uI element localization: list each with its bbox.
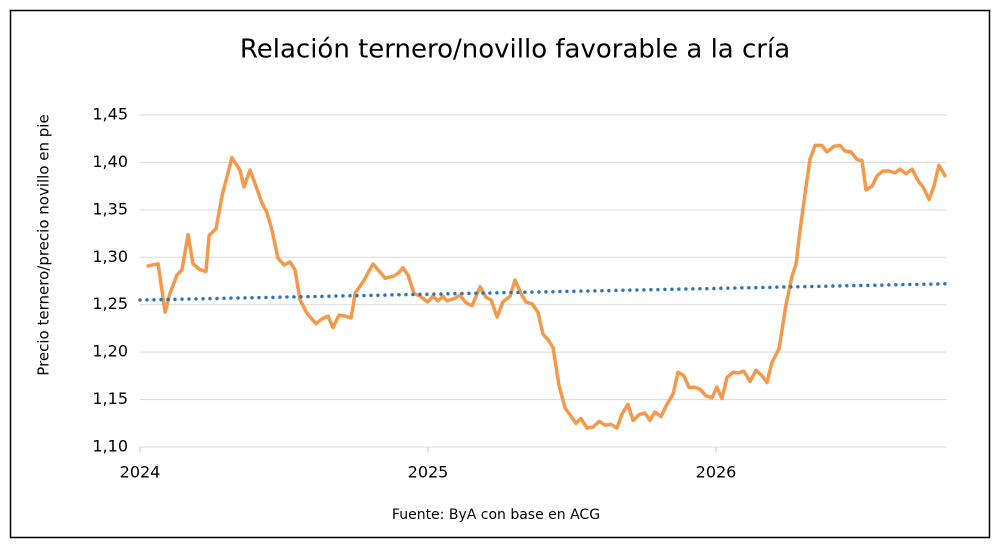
y-tick-label: 1,20 bbox=[92, 342, 128, 361]
y-tick-label: 1,40 bbox=[92, 152, 128, 171]
y-tick-label: 1,30 bbox=[92, 247, 128, 266]
x-tick-label: 2026 bbox=[696, 463, 737, 482]
data-line bbox=[146, 143, 947, 430]
chart-title: Relación ternero/novillo favorable a la … bbox=[240, 35, 790, 65]
chart-border bbox=[9, 9, 991, 539]
source-note: Fuente: ByA con base en ACG bbox=[392, 507, 600, 523]
y-tick-label: 1,15 bbox=[92, 389, 128, 408]
x-tick-label: 2024 bbox=[120, 463, 161, 482]
y-axis-label: Precio ternero/precio novillo en pie bbox=[35, 114, 53, 375]
x-tick-label: 2025 bbox=[408, 463, 449, 482]
y-tick-label: 1,35 bbox=[92, 199, 128, 218]
y-tick-label: 1,25 bbox=[92, 294, 128, 313]
y-tick-label: 1,45 bbox=[92, 105, 128, 124]
y-tick-label: 1,10 bbox=[92, 437, 128, 456]
trend-line bbox=[138, 282, 947, 302]
